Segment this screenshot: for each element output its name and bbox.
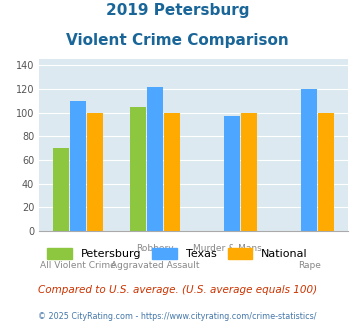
Text: 2019 Petersburg: 2019 Petersburg (106, 3, 249, 18)
Text: Robbery: Robbery (136, 244, 174, 253)
Bar (87, 113, 103, 231)
Bar (53, 148, 69, 231)
Bar (301, 89, 317, 231)
Text: Compared to U.S. average. (U.S. average equals 100): Compared to U.S. average. (U.S. average … (38, 285, 317, 295)
Bar (164, 113, 180, 231)
Text: Aggravated Assault: Aggravated Assault (111, 261, 199, 270)
Text: © 2025 CityRating.com - https://www.cityrating.com/crime-statistics/: © 2025 CityRating.com - https://www.city… (38, 312, 317, 321)
Legend: Petersburg, Texas, National: Petersburg, Texas, National (43, 243, 312, 263)
Text: Rape: Rape (298, 261, 321, 270)
Bar (147, 86, 163, 231)
Text: Murder & Mans...: Murder & Mans... (193, 244, 271, 253)
Bar (318, 113, 334, 231)
Bar (241, 113, 257, 231)
Bar (70, 101, 86, 231)
Bar (224, 116, 240, 231)
Text: All Violent Crime: All Violent Crime (40, 261, 115, 270)
Bar (130, 107, 146, 231)
Text: Violent Crime Comparison: Violent Crime Comparison (66, 33, 289, 48)
